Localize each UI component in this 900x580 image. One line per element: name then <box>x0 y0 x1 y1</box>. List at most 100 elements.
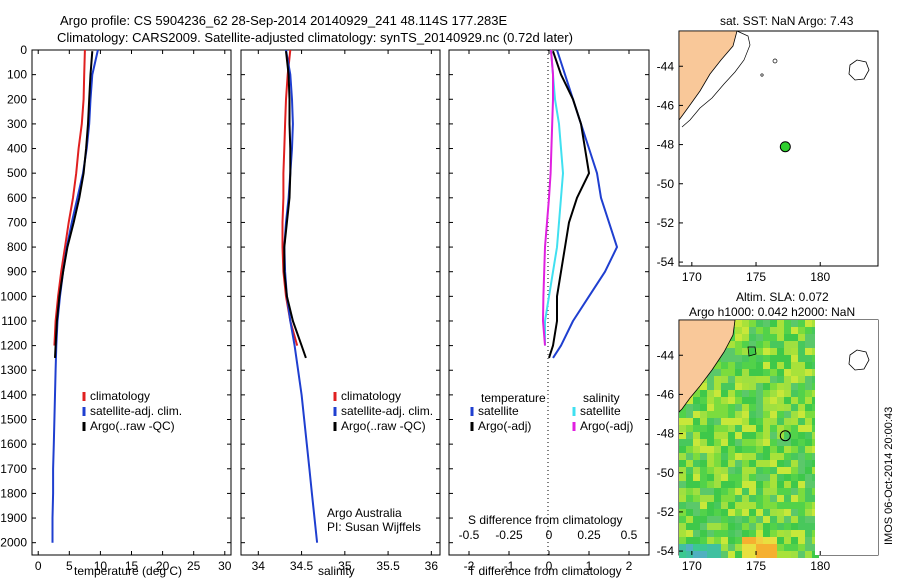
sla-cell <box>756 509 763 516</box>
sla-cell <box>742 425 749 432</box>
sla-cell <box>777 397 784 404</box>
sla-cell <box>798 551 805 558</box>
sla-cell <box>742 355 749 362</box>
sla-cell <box>721 453 728 460</box>
sla-cell <box>770 460 777 467</box>
sla-cell <box>721 495 728 502</box>
sst-map-coastline <box>681 30 751 128</box>
sla-cell <box>784 516 791 523</box>
sla-cell <box>707 502 714 509</box>
sla-cell <box>749 523 756 530</box>
sla-cell <box>763 551 770 558</box>
sla-cell <box>707 523 714 530</box>
sla-cell <box>700 481 707 488</box>
sla-cell <box>735 537 742 544</box>
sla-cell <box>791 411 798 418</box>
sla-cell <box>742 411 749 418</box>
sla-cell <box>798 327 805 334</box>
legend-label: climatology <box>90 389 150 403</box>
sla-cell <box>714 376 721 383</box>
sla-cell <box>791 551 798 558</box>
temperature-panel-frame <box>31 49 232 556</box>
sla-cell <box>728 495 735 502</box>
sla-cell <box>791 530 798 537</box>
sla-cell <box>770 474 777 481</box>
sla-cell <box>798 474 805 481</box>
sla-cell <box>798 481 805 488</box>
sla-cell <box>763 495 770 502</box>
sla-cell <box>721 404 728 411</box>
sla-cell <box>798 383 805 390</box>
sla-cell <box>742 341 749 348</box>
series-line <box>54 51 94 358</box>
map-ytick-label: -44 <box>657 59 675 73</box>
sla-cell <box>798 320 805 327</box>
sla-cell <box>791 467 798 474</box>
sla-cell <box>679 516 686 523</box>
sla-cell <box>784 537 791 544</box>
sla-cell <box>686 495 693 502</box>
series-line <box>283 51 307 359</box>
sla-cell <box>777 383 784 390</box>
sla-cell <box>679 544 686 551</box>
sla-cell <box>749 390 756 397</box>
sla-cell <box>714 397 721 404</box>
sla-cell <box>707 411 714 418</box>
sla-cell <box>798 488 805 495</box>
sla-cell <box>805 397 812 404</box>
sla-cell <box>714 495 721 502</box>
sla-cell <box>714 481 721 488</box>
sla-cell <box>791 320 798 327</box>
sla-cell <box>728 537 735 544</box>
sla-cell <box>791 425 798 432</box>
legend-header: salinity <box>583 391 620 405</box>
sla-cell <box>700 488 707 495</box>
sla-map-island <box>848 349 870 371</box>
sla-cell <box>735 390 742 397</box>
sla-cell <box>791 376 798 383</box>
sla-cell <box>784 509 791 516</box>
sla-cell <box>784 320 791 327</box>
sla-cell <box>770 327 777 334</box>
sla-cell <box>735 425 742 432</box>
sla-cell <box>686 446 693 453</box>
sla-cell <box>805 341 812 348</box>
sla-cell <box>693 397 700 404</box>
xtick-label: 1 <box>586 559 593 573</box>
sla-cell <box>756 446 763 453</box>
sla-cell <box>735 334 742 341</box>
sla-cell <box>756 411 763 418</box>
sla-cell <box>721 425 728 432</box>
float-location-marker <box>779 430 791 442</box>
sla-cell <box>784 495 791 502</box>
sla-cell <box>735 439 742 446</box>
sla-cell <box>784 523 791 530</box>
sla-cell <box>784 362 791 369</box>
sla-cell <box>777 446 784 453</box>
sla-cell <box>693 544 700 551</box>
sla-cell <box>735 516 742 523</box>
sla-cell <box>763 502 770 509</box>
sla-cell <box>700 432 707 439</box>
sla-cell <box>693 453 700 460</box>
sla-cell <box>686 481 693 488</box>
sla-cell <box>805 432 812 439</box>
sla-cell <box>784 404 791 411</box>
depth-tick-label: 400 <box>7 142 27 156</box>
sla-cell <box>742 495 749 502</box>
sla-cell <box>700 530 707 537</box>
data-curves <box>51 49 618 543</box>
sla-cell <box>763 341 770 348</box>
sla-cell <box>700 404 707 411</box>
sla-cell <box>707 404 714 411</box>
sla-cell <box>770 544 777 551</box>
sla-cell <box>679 432 686 439</box>
sla-cell <box>707 551 714 558</box>
sla-cell <box>728 467 735 474</box>
legend-label: Argo(..raw -QC) <box>341 419 426 433</box>
sla-cell <box>756 460 763 467</box>
plot-title-line1: Argo profile: CS 5904236_62 28-Sep-2014 … <box>60 13 508 28</box>
sla-cell <box>686 537 693 544</box>
sla-cell <box>742 460 749 467</box>
sla-cell <box>791 341 798 348</box>
